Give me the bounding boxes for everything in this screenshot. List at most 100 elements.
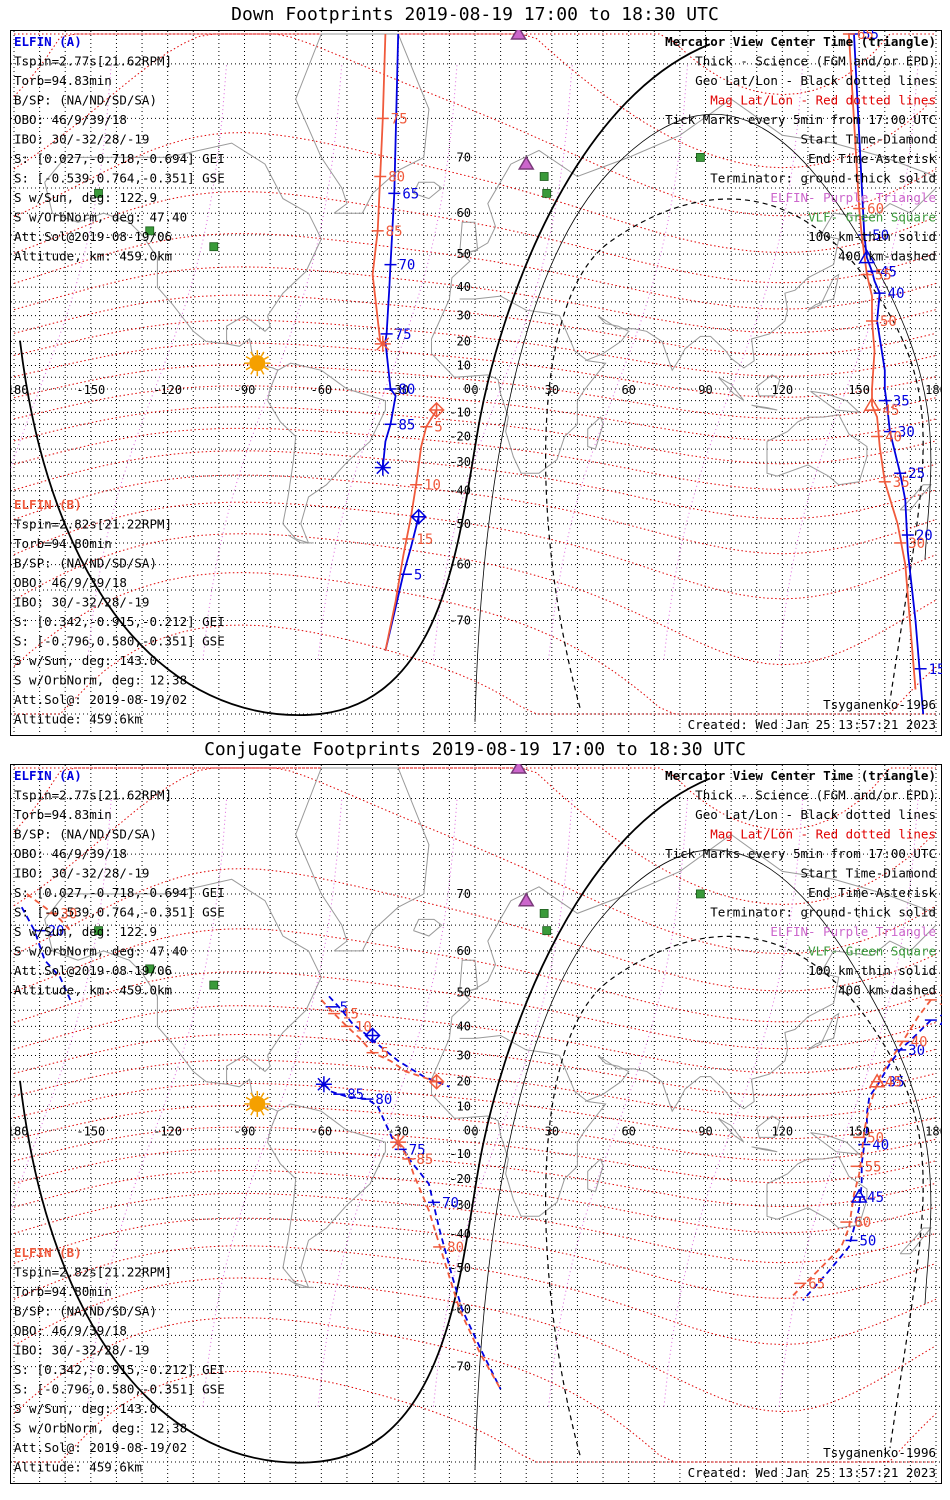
end-asterisk-marker bbox=[315, 1076, 332, 1093]
info-line: Altitude: 459.6km bbox=[14, 1460, 142, 1475]
y-tick-label: 10 bbox=[457, 359, 471, 373]
sun-ray bbox=[250, 351, 254, 357]
mag-lat-line bbox=[13, 406, 937, 465]
info-line: S: [-0.539,0.764,-0.351] GSE bbox=[14, 171, 225, 186]
elfin-a-info: ELFIN (A) Tspin=2.77s[21.62RPM] Torb=94.83… bbox=[14, 34, 225, 264]
time-tick-label: 75 bbox=[395, 327, 412, 343]
time-tick-label: 40 bbox=[885, 429, 902, 445]
axis-labels: -180-150-120-90-60-300306090120150180706… bbox=[10, 887, 942, 1374]
coastline bbox=[413, 918, 443, 937]
footprint-track bbox=[384, 409, 438, 651]
time-tick-label: 30 bbox=[908, 1043, 925, 1059]
vlf-site-square bbox=[539, 909, 549, 918]
elfin-site-triangle bbox=[517, 892, 535, 907]
time-tick-label: 30 bbox=[898, 425, 915, 441]
coastline bbox=[156, 996, 227, 1085]
mag-lat-line bbox=[13, 1126, 937, 1184]
info-line: Tspin=2.77s[21.62RPM] bbox=[14, 788, 172, 803]
info-line: Att.Sol@: 2019-08-19/02 bbox=[14, 692, 187, 707]
info-line: Geo Lat/Lon - Black dotted lines bbox=[695, 73, 936, 88]
end-asterisk-marker bbox=[374, 335, 391, 352]
info-line: Tick Marks every 5min from 17:00 UTC bbox=[665, 112, 936, 127]
info-line: S w/Sun, deg: 143.0 bbox=[14, 653, 157, 668]
time-tick-label: 80 bbox=[447, 1240, 464, 1256]
info-line: VLF- Green Square bbox=[808, 944, 936, 959]
vlf-site-square bbox=[539, 172, 549, 181]
center-time-triangle bbox=[863, 396, 881, 412]
elfin-site-triangle bbox=[510, 764, 527, 774]
sun-ray bbox=[260, 369, 265, 375]
vlf-site-square bbox=[542, 926, 552, 936]
y-tick-label: -60 bbox=[449, 558, 471, 572]
coastline bbox=[807, 1012, 840, 1051]
mag-meridian bbox=[663, 63, 804, 660]
mag-lat-line bbox=[13, 385, 937, 441]
info-line: Terminator: ground-thick solid bbox=[710, 171, 936, 186]
mag-grid bbox=[10, 767, 937, 1463]
center-time-triangle bbox=[858, 249, 876, 264]
x-tick-label: -180 bbox=[10, 1124, 28, 1138]
coastline bbox=[756, 1115, 781, 1138]
time-tick-label: 70 bbox=[398, 258, 415, 274]
vlf-site-square bbox=[695, 153, 705, 162]
mag-lat-line bbox=[13, 233, 937, 310]
coastline bbox=[810, 1132, 861, 1155]
y-tick-label: -50 bbox=[449, 517, 471, 531]
time-tick-label: 50 bbox=[872, 228, 889, 244]
start-diamond-marker bbox=[428, 1073, 445, 1090]
info-line: Altitude, km: 459.0km bbox=[14, 249, 172, 264]
sun-ray bbox=[250, 1110, 254, 1116]
sun-ray bbox=[245, 366, 251, 371]
panel-title-conjugate: Conjugate Footprints 2019-08-19 17:00 to… bbox=[204, 739, 746, 760]
elfin-b-info: ELFIN (B) Tspin=2.82s[21.22RPM] Torb=94.80… bbox=[14, 1245, 225, 1475]
coastlines bbox=[44, 767, 937, 1289]
x-tick-label: 120 bbox=[771, 383, 793, 397]
coastline bbox=[899, 1227, 932, 1255]
coastline bbox=[584, 187, 937, 372]
mag-lat-line bbox=[13, 1277, 937, 1413]
x-tick-label: 90 bbox=[698, 1124, 712, 1138]
created-label: Created: Wed Jan 25 13:57:21 2023 bbox=[688, 1465, 936, 1480]
x-tick-label: -60 bbox=[310, 383, 332, 397]
coastline bbox=[587, 1158, 604, 1193]
terminator-100km bbox=[474, 849, 932, 1470]
sun-ray bbox=[263, 1107, 269, 1112]
mag-lat-line bbox=[13, 33, 937, 169]
sun-ray bbox=[245, 1096, 251, 1101]
info-line: IBO: 30/-32/28/-19 bbox=[14, 1343, 149, 1358]
panel-title-down: Down Footprints 2019-08-19 17:00 to 18:3… bbox=[231, 4, 719, 25]
info-line: Start Time-Diamond bbox=[801, 132, 936, 147]
coastline bbox=[751, 1146, 778, 1153]
y-tick-label: 20 bbox=[457, 334, 471, 348]
info-line: Altitude, km: 459.0km bbox=[14, 983, 172, 998]
coastline bbox=[717, 376, 745, 402]
time-tick-label: 50 bbox=[859, 1233, 876, 1249]
coastline bbox=[584, 924, 937, 1113]
info-line: Thick - Science (FGM and/or EPD) bbox=[695, 54, 936, 69]
terminator-ground bbox=[19, 43, 711, 716]
time-tick-label: 15 bbox=[416, 532, 433, 548]
elfin-site-triangle bbox=[510, 30, 527, 40]
info-line: Tspin=2.82s[21.22RPM] bbox=[14, 517, 172, 532]
footprint-track bbox=[802, 1019, 932, 1301]
time-tick-label: 5 bbox=[414, 567, 422, 583]
info-line: S: [0.342,-0.915,-0.212] GEI bbox=[14, 614, 225, 629]
mag-lat-line bbox=[13, 572, 937, 715]
info-line: End Time-Asterisk bbox=[808, 885, 936, 900]
coastline bbox=[751, 404, 778, 411]
info-line: 100 km-thin solid bbox=[808, 963, 936, 978]
y-tick-label: 60 bbox=[457, 206, 471, 220]
info-line: S: [0.027,-0.718,-0.694] GEI bbox=[14, 151, 225, 166]
time-tick-label: 35 bbox=[893, 475, 910, 491]
info-line: S: [-0.796,0.580,-0.351] GSE bbox=[14, 634, 225, 649]
x-tick-label: 60 bbox=[621, 383, 635, 397]
mag-lat-line bbox=[13, 1059, 937, 1118]
y-tick-label: 30 bbox=[457, 1048, 471, 1062]
time-tick-label: 75 bbox=[409, 1142, 426, 1158]
mag-lat-line bbox=[13, 1147, 937, 1208]
info-line: Att.Sol@2019-08-19/06 bbox=[14, 963, 172, 978]
y-tick-label: -70 bbox=[449, 613, 471, 627]
info-line: Tick Marks every 5min from 17:00 UTC bbox=[665, 846, 936, 861]
footprint-series: 30 bbox=[26, 893, 77, 932]
sun-disc bbox=[249, 355, 266, 372]
